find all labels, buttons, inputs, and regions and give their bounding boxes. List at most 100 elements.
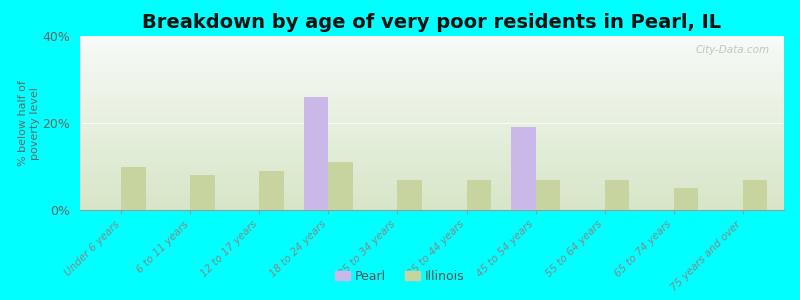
Bar <box>80 64 784 66</box>
Bar <box>605 179 629 210</box>
Bar <box>80 114 784 116</box>
Bar <box>190 175 214 210</box>
Bar <box>80 107 784 109</box>
Bar <box>80 165 784 167</box>
Bar <box>80 86 784 88</box>
Bar <box>80 38 784 40</box>
Bar <box>80 142 784 144</box>
Bar <box>80 158 784 160</box>
Bar <box>80 193 784 194</box>
Bar <box>80 128 784 130</box>
Bar <box>80 111 784 112</box>
Bar <box>80 104 784 106</box>
Bar <box>259 171 284 210</box>
Bar <box>80 48 784 50</box>
Bar <box>80 191 784 193</box>
Bar <box>80 36 784 38</box>
Bar <box>80 93 784 95</box>
Legend: Pearl, Illinois: Pearl, Illinois <box>330 265 470 288</box>
Bar <box>80 92 784 93</box>
Bar <box>80 100 784 102</box>
Bar <box>80 189 784 191</box>
Bar <box>80 46 784 48</box>
Bar <box>80 88 784 90</box>
Bar <box>80 45 784 46</box>
Bar <box>80 58 784 60</box>
Bar <box>80 208 784 210</box>
Bar <box>80 90 784 92</box>
Bar <box>80 147 784 149</box>
Bar <box>80 78 784 80</box>
Bar <box>80 83 784 85</box>
Bar <box>80 200 784 201</box>
Bar <box>80 95 784 97</box>
Bar <box>80 198 784 200</box>
Bar <box>80 121 784 123</box>
Bar <box>80 160 784 161</box>
Bar <box>80 134 784 135</box>
Bar <box>80 57 784 58</box>
Bar <box>80 188 784 189</box>
Bar <box>80 167 784 168</box>
Bar <box>80 112 784 114</box>
Bar <box>80 119 784 121</box>
Bar <box>80 144 784 146</box>
Bar <box>80 184 784 186</box>
Bar <box>329 162 353 210</box>
Bar <box>80 168 784 170</box>
Bar <box>80 151 784 153</box>
Bar <box>511 127 535 210</box>
Bar <box>80 80 784 81</box>
Bar <box>80 149 784 151</box>
Bar <box>80 50 784 52</box>
Bar <box>80 125 784 127</box>
Bar <box>80 196 784 198</box>
Bar <box>80 123 784 125</box>
Bar <box>80 69 784 71</box>
Bar <box>80 43 784 45</box>
Bar <box>80 156 784 158</box>
Bar <box>80 161 784 163</box>
Bar <box>80 186 784 188</box>
Bar <box>80 116 784 118</box>
Bar <box>80 179 784 180</box>
Bar <box>80 52 784 53</box>
Bar <box>80 62 784 64</box>
Bar <box>80 76 784 78</box>
Bar <box>742 179 766 210</box>
Bar <box>80 40 784 41</box>
Bar <box>80 106 784 107</box>
Bar <box>80 139 784 140</box>
Bar <box>80 205 784 206</box>
Bar <box>80 146 784 147</box>
Bar <box>80 154 784 156</box>
Bar <box>80 55 784 57</box>
Bar <box>80 180 784 182</box>
Bar <box>80 182 784 184</box>
Bar <box>80 137 784 139</box>
Bar <box>80 81 784 83</box>
Bar <box>80 127 784 128</box>
Y-axis label: % below half of
poverty level: % below half of poverty level <box>18 80 40 166</box>
Bar <box>80 173 784 175</box>
Bar <box>80 41 784 43</box>
Bar <box>80 130 784 132</box>
Bar <box>80 102 784 104</box>
Bar <box>80 170 784 172</box>
Title: Breakdown by age of very poor residents in Pearl, IL: Breakdown by age of very poor residents … <box>142 13 722 32</box>
Bar <box>80 175 784 177</box>
Bar <box>80 97 784 99</box>
Bar <box>80 153 784 154</box>
Bar <box>80 177 784 179</box>
Bar <box>80 73 784 74</box>
Bar <box>80 194 784 196</box>
Bar <box>122 167 146 210</box>
Bar <box>80 109 784 111</box>
Bar <box>80 172 784 173</box>
Bar <box>80 118 784 119</box>
Bar <box>80 163 784 165</box>
Bar <box>535 179 560 210</box>
Text: City-Data.com: City-Data.com <box>696 45 770 55</box>
Bar <box>304 97 329 210</box>
Bar <box>80 67 784 69</box>
